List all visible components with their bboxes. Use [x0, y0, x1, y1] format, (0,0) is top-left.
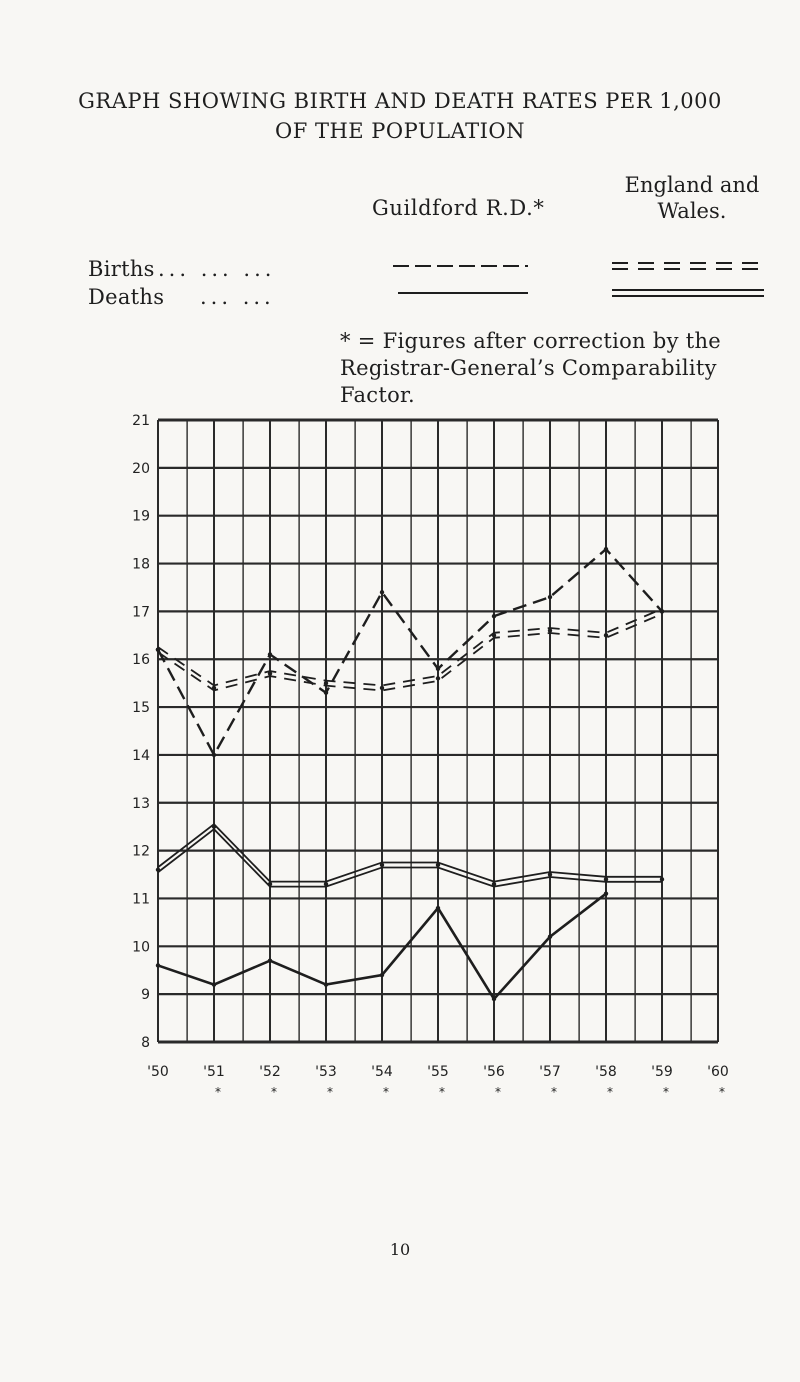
series-deaths-guildford-r-d--point-0	[155, 963, 161, 968]
x-tick-asterisk-5: *	[439, 1085, 445, 1099]
chart-title-line1: GRAPH SHOWING BIRTH AND DEATH RATES PER …	[78, 89, 722, 113]
series-births-england-and-wales-point-4	[379, 685, 385, 691]
series-deaths-england-and-wales-line-a	[157, 822, 662, 883]
y-tick-label-15: 15	[132, 700, 150, 716]
legend-column-guildford: Guildford R.D.*	[372, 196, 545, 220]
correction-note: * = Figures after correction by the Regi…	[340, 329, 722, 407]
x-tick-label-5: '55	[427, 1064, 449, 1080]
series-deaths-england-and-wales-point-3	[323, 881, 329, 887]
y-tick-label-11: 11	[132, 891, 150, 907]
legend-deaths-leader: ... ...	[200, 285, 275, 309]
series-births-england-and-wales-point-5	[435, 676, 441, 681]
series-births-england-and-wales-point-1	[211, 685, 217, 691]
page-number: 10	[389, 1240, 411, 1259]
y-tick-label-21: 21	[132, 413, 150, 429]
y-tick-label-8: 8	[141, 1035, 150, 1051]
y-tick-label-16: 16	[132, 652, 150, 668]
x-tick-asterisk-9: *	[663, 1085, 669, 1099]
x-tick-label-4: '54	[371, 1064, 393, 1080]
series-births-guildford-r-d--point-4	[379, 590, 385, 595]
x-tick-label-8: '58	[595, 1064, 617, 1080]
y-tick-label-20: 20	[132, 461, 150, 477]
series-deaths-england-and-wales	[155, 822, 665, 888]
series-deaths-england-and-wales-point-9	[659, 877, 665, 882]
x-tick-asterisk-6: *	[495, 1085, 501, 1099]
series-births-england-and-wales-line-a	[157, 608, 663, 687]
x-tick-asterisk-2: *	[271, 1085, 277, 1099]
series-deaths-guildford-r-d--point-6	[491, 996, 497, 1002]
series-deaths-england-and-wales-point-4	[379, 862, 385, 868]
x-tick-label-9: '59	[651, 1064, 673, 1080]
series-births-guildford-r-d-	[155, 546, 665, 758]
series-births-england-and-wales-point-6	[491, 633, 497, 638]
x-tick-asterisk-4: *	[383, 1085, 389, 1099]
x-tick-label-0: '50	[147, 1064, 169, 1080]
series-deaths-england-and-wales-point-6	[491, 881, 497, 887]
x-tick-label-10: '60	[707, 1064, 729, 1080]
series-deaths-guildford-r-d--point-3	[323, 982, 329, 987]
series-deaths-guildford-r-d--point-8	[603, 891, 609, 896]
series-births-england-and-wales-point-2	[267, 671, 273, 676]
series-deaths-england-and-wales-point-8	[603, 877, 609, 882]
series-births-guildford-r-d--point-3	[323, 690, 329, 695]
legend-births-leader: ... ... ...	[158, 257, 276, 281]
series-births-guildford-r-d--point-8	[603, 546, 609, 552]
y-tick-label-12: 12	[132, 844, 150, 860]
chart-series	[155, 546, 665, 1002]
x-tick-label-2: '52	[259, 1064, 281, 1080]
series-deaths-guildford-r-d--point-5	[435, 905, 441, 911]
chart-title-line2: OF THE POPULATION	[275, 119, 525, 143]
x-tick-label-6: '56	[483, 1064, 505, 1080]
series-births-guildford-r-d--point-1	[211, 752, 217, 758]
x-tick-asterisk-7: *	[551, 1085, 557, 1099]
x-tick-asterisk-1: *	[215, 1085, 221, 1099]
x-tick-label-7: '57	[539, 1064, 561, 1080]
series-deaths-guildford-r-d--point-7	[547, 934, 553, 939]
x-tick-asterisk-10: *	[719, 1085, 725, 1099]
series-births-guildford-r-d--line	[156, 547, 663, 758]
legend-samples	[393, 262, 764, 297]
x-axis-ticks: '50 '51 * '52 * '53 * '54 * '55 * '56 * '57 * '58 * '59 * '…	[147, 1064, 729, 1099]
series-deaths-england-and-wales-point-0	[155, 867, 161, 872]
x-tick-asterisk-3: *	[327, 1085, 333, 1099]
series-births-england-and-wales-point-3	[323, 680, 329, 686]
series-deaths-england-and-wales-line-b	[157, 827, 662, 888]
series-births-england-and-wales-point-0	[155, 647, 161, 652]
series-births-guildford-r-d--point-7	[547, 594, 553, 600]
y-tick-label-9: 9	[141, 987, 150, 1003]
x-tick-label-3: '53	[315, 1064, 337, 1080]
y-axis-ticks: 8 9 10 11 12 13 14 15 16 17 18 19 20 21	[132, 413, 150, 1051]
series-births-guildford-r-d--point-2	[267, 652, 273, 657]
series-deaths-guildford-r-d--point-4	[379, 972, 385, 978]
series-births-england-and-wales-point-7	[547, 628, 553, 633]
x-tick-label-1: '51	[203, 1064, 225, 1080]
y-tick-label-17: 17	[132, 604, 150, 620]
y-tick-label-18: 18	[132, 557, 150, 573]
legend-column-england-wales: England and Wales.	[624, 173, 760, 223]
legend-births-label: Births	[88, 257, 155, 281]
chart-grid	[157, 418, 719, 1044]
series-births-guildford-r-d--point-6	[491, 613, 497, 619]
series-deaths-england-and-wales-point-7	[547, 872, 553, 877]
series-births-england-and-wales-point-9	[659, 609, 665, 614]
y-tick-label-13: 13	[132, 796, 150, 812]
series-deaths-england-and-wales-point-5	[435, 862, 441, 868]
births-label-text: Births	[88, 257, 155, 281]
series-births-guildford-r-d--point-5	[435, 666, 441, 671]
series-deaths-guildford-r-d--point-2	[267, 958, 273, 963]
series-deaths-guildford-r-d-	[155, 891, 609, 1002]
y-tick-label-19: 19	[132, 509, 150, 525]
deaths-label-text: Deaths	[88, 285, 165, 309]
series-births-england-and-wales-point-8	[603, 633, 609, 638]
series-deaths-england-and-wales-point-2	[267, 881, 273, 887]
series-births-england-and-wales-line-b	[157, 613, 663, 692]
series-deaths-guildford-r-d--point-1	[211, 982, 217, 987]
x-tick-asterisk-8: *	[607, 1085, 613, 1099]
series-deaths-england-and-wales-point-1	[211, 824, 217, 829]
series-births-england-and-wales	[155, 608, 665, 692]
legend-deaths-label: Deaths	[88, 285, 164, 309]
y-tick-label-14: 14	[132, 748, 150, 764]
y-tick-label-10: 10	[132, 939, 150, 955]
